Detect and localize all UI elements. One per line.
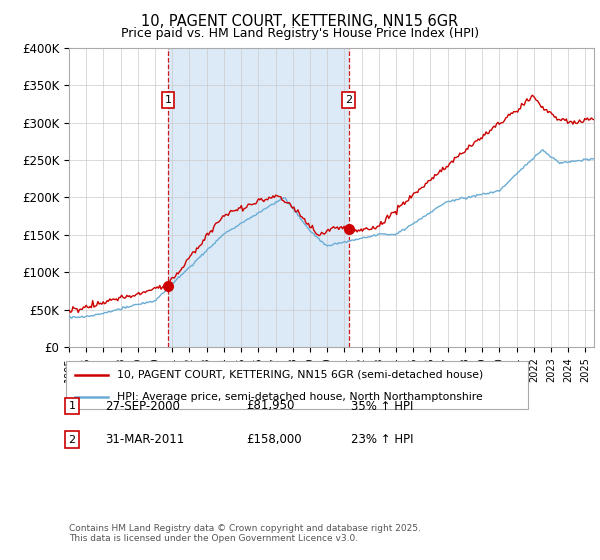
Text: 23% ↑ HPI: 23% ↑ HPI — [351, 433, 413, 446]
Text: Contains HM Land Registry data © Crown copyright and database right 2025.
This d: Contains HM Land Registry data © Crown c… — [69, 524, 421, 543]
Text: 10, PAGENT COURT, KETTERING, NN15 6GR (semi-detached house): 10, PAGENT COURT, KETTERING, NN15 6GR (s… — [117, 370, 483, 380]
Text: 31-MAR-2011: 31-MAR-2011 — [105, 433, 184, 446]
Text: 10, PAGENT COURT, KETTERING, NN15 6GR: 10, PAGENT COURT, KETTERING, NN15 6GR — [142, 14, 458, 29]
Text: 1: 1 — [164, 95, 172, 105]
Text: Price paid vs. HM Land Registry's House Price Index (HPI): Price paid vs. HM Land Registry's House … — [121, 27, 479, 40]
Text: 2: 2 — [68, 435, 76, 445]
Text: £158,000: £158,000 — [246, 433, 302, 446]
Text: 35% ↑ HPI: 35% ↑ HPI — [351, 399, 413, 413]
Text: HPI: Average price, semi-detached house, North Northamptonshire: HPI: Average price, semi-detached house,… — [117, 392, 482, 402]
Text: 1: 1 — [68, 401, 76, 411]
Text: 27-SEP-2000: 27-SEP-2000 — [105, 399, 180, 413]
Text: 2: 2 — [345, 95, 352, 105]
Text: £81,950: £81,950 — [246, 399, 295, 413]
FancyBboxPatch shape — [66, 361, 528, 409]
Bar — [168, 48, 349, 347]
